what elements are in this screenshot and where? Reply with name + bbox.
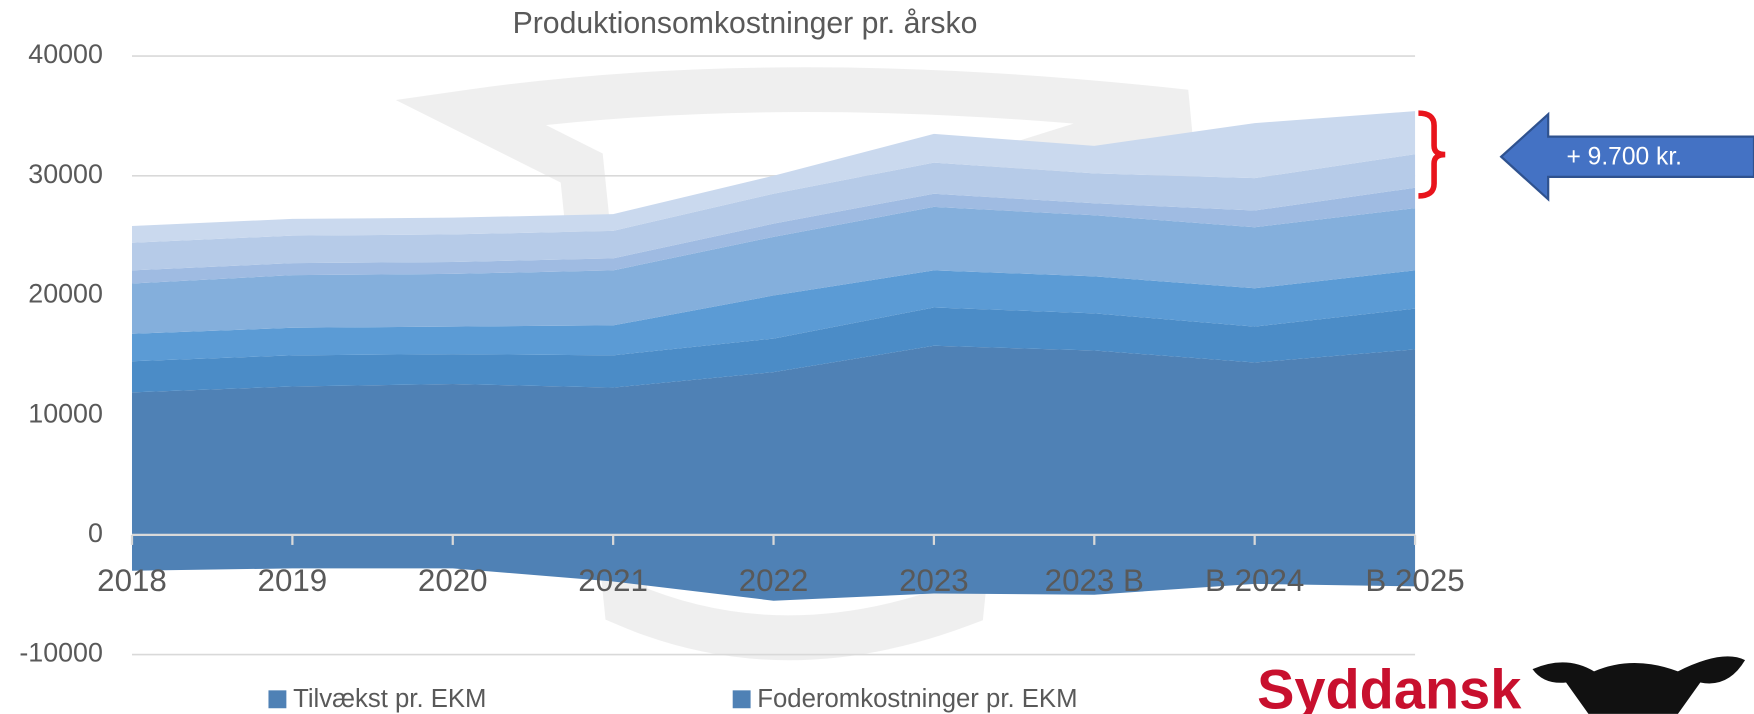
area bbox=[131, 307, 1416, 393]
area bbox=[131, 206, 1416, 334]
area bbox=[131, 154, 1416, 271]
area bbox=[131, 534, 1416, 601]
watermark bbox=[395, 67, 1193, 661]
x-tick-label: 2022 bbox=[739, 563, 809, 598]
legend-swatch bbox=[732, 690, 751, 709]
y-tick-label: 20000 bbox=[28, 279, 103, 309]
y-tick-label: 30000 bbox=[28, 159, 103, 189]
x-tick-label: 2021 bbox=[578, 563, 648, 598]
x-tick-label: 2020 bbox=[418, 563, 488, 598]
annotation: + 9.700 kr. bbox=[1566, 143, 1682, 170]
x-tick-label: B 2024 bbox=[1205, 563, 1304, 598]
brace bbox=[1418, 110, 1446, 199]
y-tick-label: 40000 bbox=[28, 39, 103, 69]
x-tick-label: B 2025 bbox=[1365, 563, 1464, 598]
x-tick-label: 2023 bbox=[899, 563, 969, 598]
legend-label: Foderomkostninger pr. EKM bbox=[757, 685, 1077, 713]
area bbox=[131, 187, 1416, 284]
logo-text: Syddansk bbox=[1257, 657, 1522, 714]
area bbox=[131, 270, 1416, 362]
y-tick-label: -10000 bbox=[19, 638, 103, 668]
x-tick-label: 2018 bbox=[97, 563, 167, 598]
chart-title: Produktionsomkostninger pr. årsko bbox=[513, 7, 978, 40]
x-tick-label: 2019 bbox=[258, 563, 328, 598]
legend-swatch bbox=[268, 690, 287, 709]
y-tick-label: 0 bbox=[88, 518, 103, 548]
area bbox=[131, 111, 1416, 243]
area bbox=[131, 345, 1416, 535]
legend-label: Tilvækst pr. EKM bbox=[293, 685, 486, 713]
logo-icon bbox=[1532, 656, 1746, 714]
x-tick-label: 2023 B bbox=[1045, 563, 1144, 598]
y-tick-label: 10000 bbox=[28, 398, 103, 428]
